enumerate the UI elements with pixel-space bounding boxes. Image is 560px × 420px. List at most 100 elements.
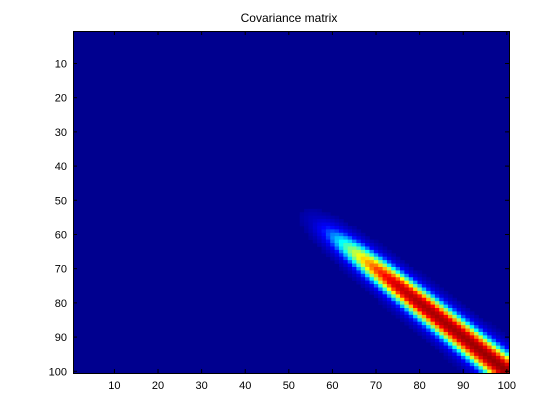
heatmap-cell [500,331,505,336]
heatmap-cell [378,297,383,302]
heatmap-cell [356,266,362,271]
heatmap-cell [439,345,444,350]
heatmap-cell [400,287,405,292]
heatmap-cell [417,325,423,329]
heatmap-cell [400,263,405,268]
heatmap-cell [386,280,392,285]
heatmap-cell [356,236,362,240]
heatmap-cell [426,294,431,299]
heatmap-cell [461,359,466,364]
heatmap-cell [482,359,488,364]
heatmap-cell [356,229,362,234]
heatmap-cell [478,362,484,367]
heatmap-cell [391,260,396,264]
heatmap-cell [495,342,501,346]
heatmap-cell [461,362,466,367]
heatmap-cell [330,246,335,251]
heatmap-cell [373,253,379,258]
heatmap-cell [434,318,440,323]
heatmap-cell [338,266,344,271]
heatmap-cell [417,273,423,278]
heatmap-cell [369,260,375,264]
heatmap-cell [343,263,349,268]
heatmap-cell [408,301,414,305]
heatmap-cell [482,335,488,340]
heatmap-cell [386,270,392,275]
heatmap-cell [447,359,453,364]
heatmap-cell [365,253,370,258]
heatmap-cell [365,284,370,288]
heatmap-cell [347,229,353,234]
heatmap-cell [487,321,492,326]
heatmap-cell [426,284,431,288]
heatmap-cell [413,314,418,319]
heatmap-cell [452,304,458,309]
heatmap-cell [465,355,471,360]
heatmap-cell [495,359,501,364]
heatmap-cell [456,359,462,364]
heatmap-cell [434,314,440,319]
heatmap-cell [421,331,427,336]
heatmap-cell [443,321,449,326]
heatmap-cell [317,225,322,230]
heatmap-cell [373,290,379,295]
heatmap-cell [304,208,309,213]
heatmap-cell [443,294,449,299]
heatmap-cell [408,325,414,329]
heatmap-cell [478,345,484,350]
heatmap-cell [474,342,479,346]
heatmap-cell [421,314,427,319]
heatmap-cell [465,352,471,357]
heatmap-cell [408,311,414,316]
heatmap-cell [334,253,340,258]
heatmap-cell [456,311,462,316]
heatmap-cell [408,280,414,285]
heatmap-cell [325,232,331,237]
heatmap-cell [439,304,444,309]
heatmap-cell [413,270,418,275]
heatmap-cell [317,215,322,220]
heatmap-cell [391,294,396,299]
heatmap-cell [426,297,431,302]
heatmap-cell [365,287,370,292]
heatmap-cell [360,284,366,288]
heatmap-cell [434,331,440,336]
y-tick-label: 90 [55,332,67,344]
heatmap-cell [482,366,488,370]
heatmap-cell [352,243,357,247]
heatmap-cell [434,308,440,312]
heatmap-cell [356,270,362,275]
heatmap-cell [465,349,471,353]
heatmap-cell [317,236,322,240]
heatmap-cell [408,318,414,323]
heatmap-cell [447,314,453,319]
heatmap-cell [452,308,458,312]
heatmap-cell [474,314,479,319]
heatmap-cell [334,222,340,227]
heatmap-cell [495,345,501,350]
heatmap-cell [430,321,436,326]
heatmap-cell [321,246,327,251]
heatmap-cell [426,277,431,282]
heatmap-cell [330,219,335,223]
heatmap-cell [478,335,484,340]
heatmap-cell [317,208,322,213]
heatmap-cell [312,219,318,223]
y-tick-label: 50 [55,195,67,207]
heatmap-cell [474,321,479,326]
heatmap-cell [434,321,440,326]
heatmap-cell [478,366,484,370]
heatmap-cell [491,331,497,336]
heatmap-cell [504,352,510,357]
heatmap-cell [321,243,327,247]
heatmap-cell [417,280,423,285]
heatmap-cell [360,260,366,264]
heatmap-cell [338,256,344,261]
heatmap-cell [308,232,314,237]
heatmap-cell [456,301,462,305]
heatmap-cell [347,246,353,251]
heatmap-cell [478,318,484,323]
heatmap-cell [330,243,335,247]
heatmap-cell [443,331,449,336]
heatmap-cell [347,243,353,247]
